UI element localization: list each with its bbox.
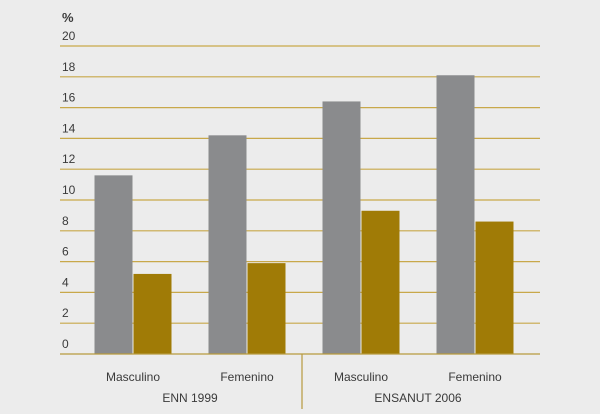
x-category-label: Femenino	[448, 370, 502, 384]
y-tick-label: 6	[62, 245, 69, 259]
bar-series2	[361, 210, 400, 354]
y-tick-label: 14	[62, 121, 76, 135]
x-group-label: ENN 1999	[162, 391, 218, 405]
y-tick-label: 4	[62, 275, 69, 289]
x-group-label: ENSANUT 2006	[374, 391, 461, 405]
x-category-label: Femenino	[220, 370, 274, 384]
y-tick-label: 16	[62, 91, 76, 105]
bar-series2	[133, 273, 172, 354]
y-tick-label: 2	[62, 306, 69, 320]
y-tick-label: 8	[62, 214, 69, 228]
bars	[94, 75, 514, 354]
y-tick-label: 20	[62, 29, 76, 43]
bar-series1	[94, 175, 133, 354]
bar-series2	[475, 221, 514, 354]
x-category-label: Masculino	[334, 370, 388, 384]
y-tick-label: 10	[62, 183, 76, 197]
y-axis-label: %	[62, 10, 74, 25]
bar-series1	[436, 75, 475, 354]
y-tick-label: 18	[62, 60, 76, 74]
y-tick-label: 12	[62, 152, 76, 166]
bar-series1	[322, 101, 361, 354]
bar-series2	[247, 263, 286, 354]
x-category-label: Masculino	[106, 370, 160, 384]
y-tick-label: 0	[62, 337, 69, 351]
bar-series1	[208, 135, 247, 354]
labels: % 0 2 4 6 8 10 12 14 16 18 20 Masculino Femenino Mascu…	[62, 10, 502, 405]
axes	[60, 353, 540, 409]
